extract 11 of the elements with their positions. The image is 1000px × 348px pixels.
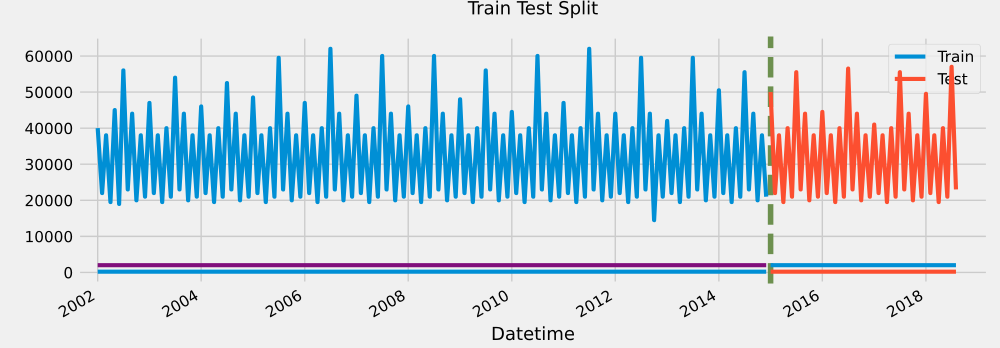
chart-title: Train Test Split (468, 0, 598, 18)
y-tick-label: 50000 (26, 86, 72, 98)
line-series (96, 46, 768, 222)
legend-label: Train (938, 50, 973, 62)
y-tick-label: 10000 (26, 230, 72, 242)
y-tick-label: 0 (64, 266, 72, 278)
y-tick-label: 30000 (26, 158, 72, 170)
y-tick-label: 20000 (26, 194, 72, 206)
x-axis-title: Datetime (492, 326, 574, 340)
y-tick-label: 40000 (25, 122, 72, 134)
y-tick-label: 60000 (26, 50, 72, 62)
